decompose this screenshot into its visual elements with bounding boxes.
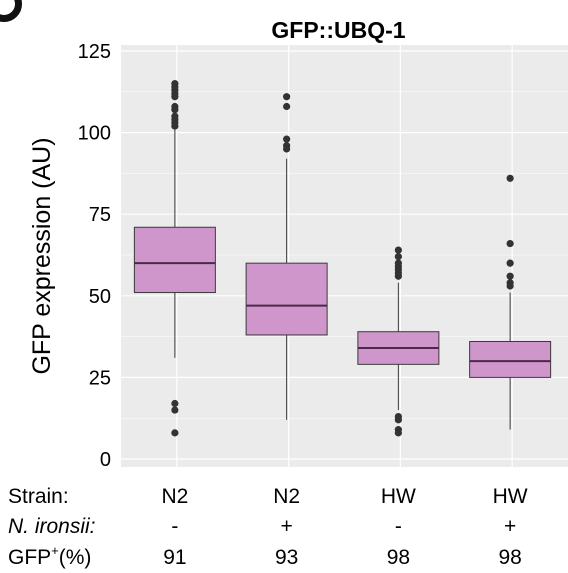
table-cell-value: HW [493, 485, 528, 508]
outlier-point [506, 259, 514, 267]
outlier-point [394, 253, 402, 261]
table-cell-value: + [280, 515, 292, 538]
outlier-point [283, 142, 291, 150]
outlier-point [171, 80, 179, 88]
table-cell-value: 98 [498, 546, 521, 569]
outlier-point [506, 174, 514, 182]
outlier-point [171, 406, 179, 414]
table-cell-value: - [395, 515, 402, 538]
box-group [469, 174, 552, 430]
y-tick-label: 25 [89, 367, 111, 389]
table-cell-value: 93 [275, 546, 298, 569]
outlier-point [394, 259, 402, 267]
box-iqr [469, 340, 552, 378]
chart-title: GFP::UBQ-1 [271, 17, 405, 43]
outlier-point [171, 102, 179, 111]
outlier-point [283, 135, 291, 143]
outlier-point [506, 272, 514, 280]
outlier-point [171, 399, 179, 408]
outlier-point [283, 102, 291, 111]
box-iqr [245, 262, 328, 336]
table-cell-value: N2 [273, 485, 300, 508]
table-cell-value: 98 [387, 546, 410, 569]
y-tick-label: 0 [100, 449, 111, 471]
outlier-point [394, 246, 402, 254]
y-tick-label: 125 [78, 41, 111, 63]
table-cell-value: 91 [163, 546, 186, 569]
panel-letter-mark [0, 0, 22, 22]
outlier-point [506, 279, 514, 287]
y-tick-label: 75 [89, 204, 111, 226]
table-row-label: GFP+(%) [8, 543, 91, 569]
y-tick-label: 100 [78, 123, 111, 145]
table-cell-value: - [171, 515, 178, 538]
y-tick-label: 50 [89, 286, 111, 308]
table-cell-value: + [504, 515, 516, 538]
table-row-label: N. ironsii: [8, 515, 96, 538]
outlier-point [394, 416, 402, 424]
outlier-point [171, 429, 179, 437]
box-iqr [133, 226, 216, 294]
outlier-point [506, 239, 514, 248]
box-group [133, 80, 216, 437]
box-group [245, 93, 328, 420]
y-axis-label: GFP expression (AU) [28, 137, 56, 374]
table-cell-value: N2 [161, 485, 188, 508]
outlier-point [283, 93, 291, 101]
table-cell-value: HW [381, 485, 416, 508]
outlier-point [171, 112, 179, 120]
table-row-label: Strain: [8, 485, 69, 508]
outlier-point [394, 429, 402, 437]
box-group [357, 246, 440, 437]
